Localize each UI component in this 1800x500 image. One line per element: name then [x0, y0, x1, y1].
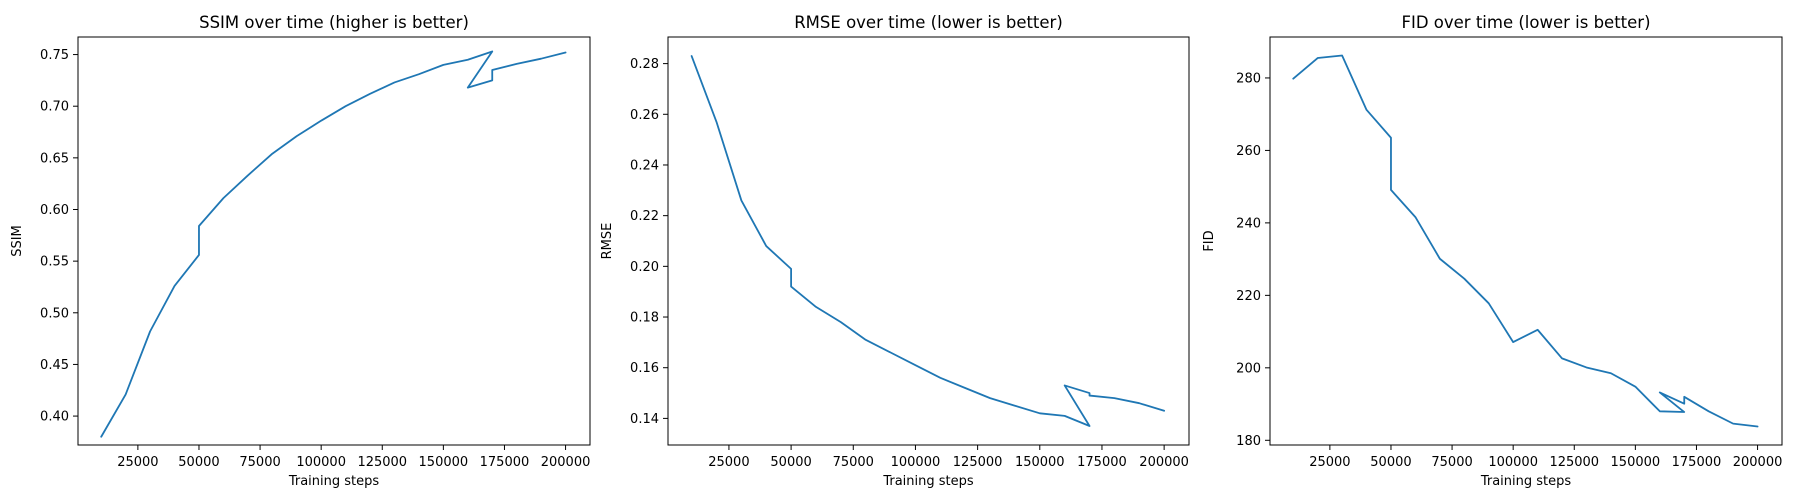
x-tick-label: 200000 — [1139, 455, 1189, 470]
x-tick-label: 100000 — [296, 455, 346, 470]
x-tick-label: 25000 — [708, 455, 749, 470]
x-tick-label: 50000 — [1370, 455, 1411, 470]
chart-panel-1: 25000 50000 75000 100000 125000 150000 175000 2… — [10, 13, 591, 489]
series-line-1 — [690, 55, 1166, 427]
y-tick-label: 0.18 — [630, 311, 659, 326]
y-tick-label: 0.20 — [630, 260, 659, 275]
y-tick-label: 0.60 — [40, 203, 69, 218]
y-tick-label: 0.28 — [630, 57, 659, 72]
y-axis-label: FID — [1202, 230, 1217, 251]
y-tick-label: 0.50 — [40, 306, 69, 321]
series-line-1 — [1292, 54, 1759, 428]
y-tick-label: 220 — [1236, 289, 1261, 304]
y-axis-label: SSIM — [10, 225, 25, 257]
x-tick-label: 150000 — [419, 455, 469, 470]
y-tick-label: 0.55 — [40, 255, 69, 270]
x-tick-label: 100000 — [891, 455, 941, 470]
y-tick-label: 200 — [1236, 361, 1261, 376]
x-tick-label: 200000 — [1733, 455, 1783, 470]
y-tick-label: 0.75 — [40, 48, 69, 63]
x-tick-label: 175000 — [1672, 455, 1722, 470]
plot-frame — [667, 36, 1190, 446]
series-line-1 — [100, 50, 567, 438]
y-tick-label: 0.40 — [40, 410, 69, 425]
y-tick-label: 0.16 — [630, 361, 659, 376]
x-tick-label: 25000 — [117, 455, 158, 470]
x-tick-label: 50000 — [178, 455, 219, 470]
y-tick-label: 240 — [1236, 216, 1261, 231]
x-tick-label: 200000 — [541, 455, 591, 470]
chart-panel-3: 25000 50000 75000 100000 125000 150000 175000 2… — [1202, 13, 1783, 489]
y-tick-label: 0.65 — [40, 151, 69, 166]
chart-title: SSIM over time (higher is better) — [199, 13, 469, 32]
chart-panel-2: 25000 50000 75000 100000 125000 150000 175000 2… — [600, 13, 1190, 489]
y-tick-label: 0.26 — [630, 108, 659, 123]
x-tick-label: 75000 — [833, 455, 874, 470]
x-tick-label: 50000 — [770, 455, 811, 470]
x-tick-label: 175000 — [480, 455, 530, 470]
y-tick-label: 180 — [1236, 434, 1261, 449]
x-tick-label: 75000 — [239, 455, 280, 470]
plot-frame — [77, 36, 591, 446]
chart-title: RMSE over time (lower is better) — [794, 13, 1063, 32]
plot-frame — [1269, 36, 1783, 446]
x-tick-label: 125000 — [1549, 455, 1599, 470]
y-tick-label: 0.45 — [40, 358, 69, 373]
y-tick-label: 0.22 — [630, 209, 659, 224]
y-axis-label: RMSE — [600, 223, 615, 260]
x-tick-label: 150000 — [1015, 455, 1065, 470]
x-axis-label: Training steps — [882, 474, 974, 489]
x-tick-label: 175000 — [1077, 455, 1127, 470]
x-axis-label: Training steps — [1480, 474, 1572, 489]
x-tick-label: 75000 — [1431, 455, 1472, 470]
y-tick-label: 0.24 — [630, 158, 659, 173]
y-tick-label: 280 — [1236, 71, 1261, 86]
y-tick-label: 0.70 — [40, 100, 69, 115]
chart-title: FID over time (lower is better) — [1401, 13, 1650, 32]
x-tick-label: 125000 — [953, 455, 1003, 470]
x-tick-label: 150000 — [1611, 455, 1661, 470]
x-axis-label: Training steps — [288, 474, 380, 489]
x-tick-label: 125000 — [357, 455, 407, 470]
y-tick-label: 0.14 — [630, 412, 659, 427]
y-tick-label: 260 — [1236, 144, 1261, 159]
x-tick-label: 100000 — [1488, 455, 1538, 470]
x-tick-label: 25000 — [1309, 455, 1350, 470]
